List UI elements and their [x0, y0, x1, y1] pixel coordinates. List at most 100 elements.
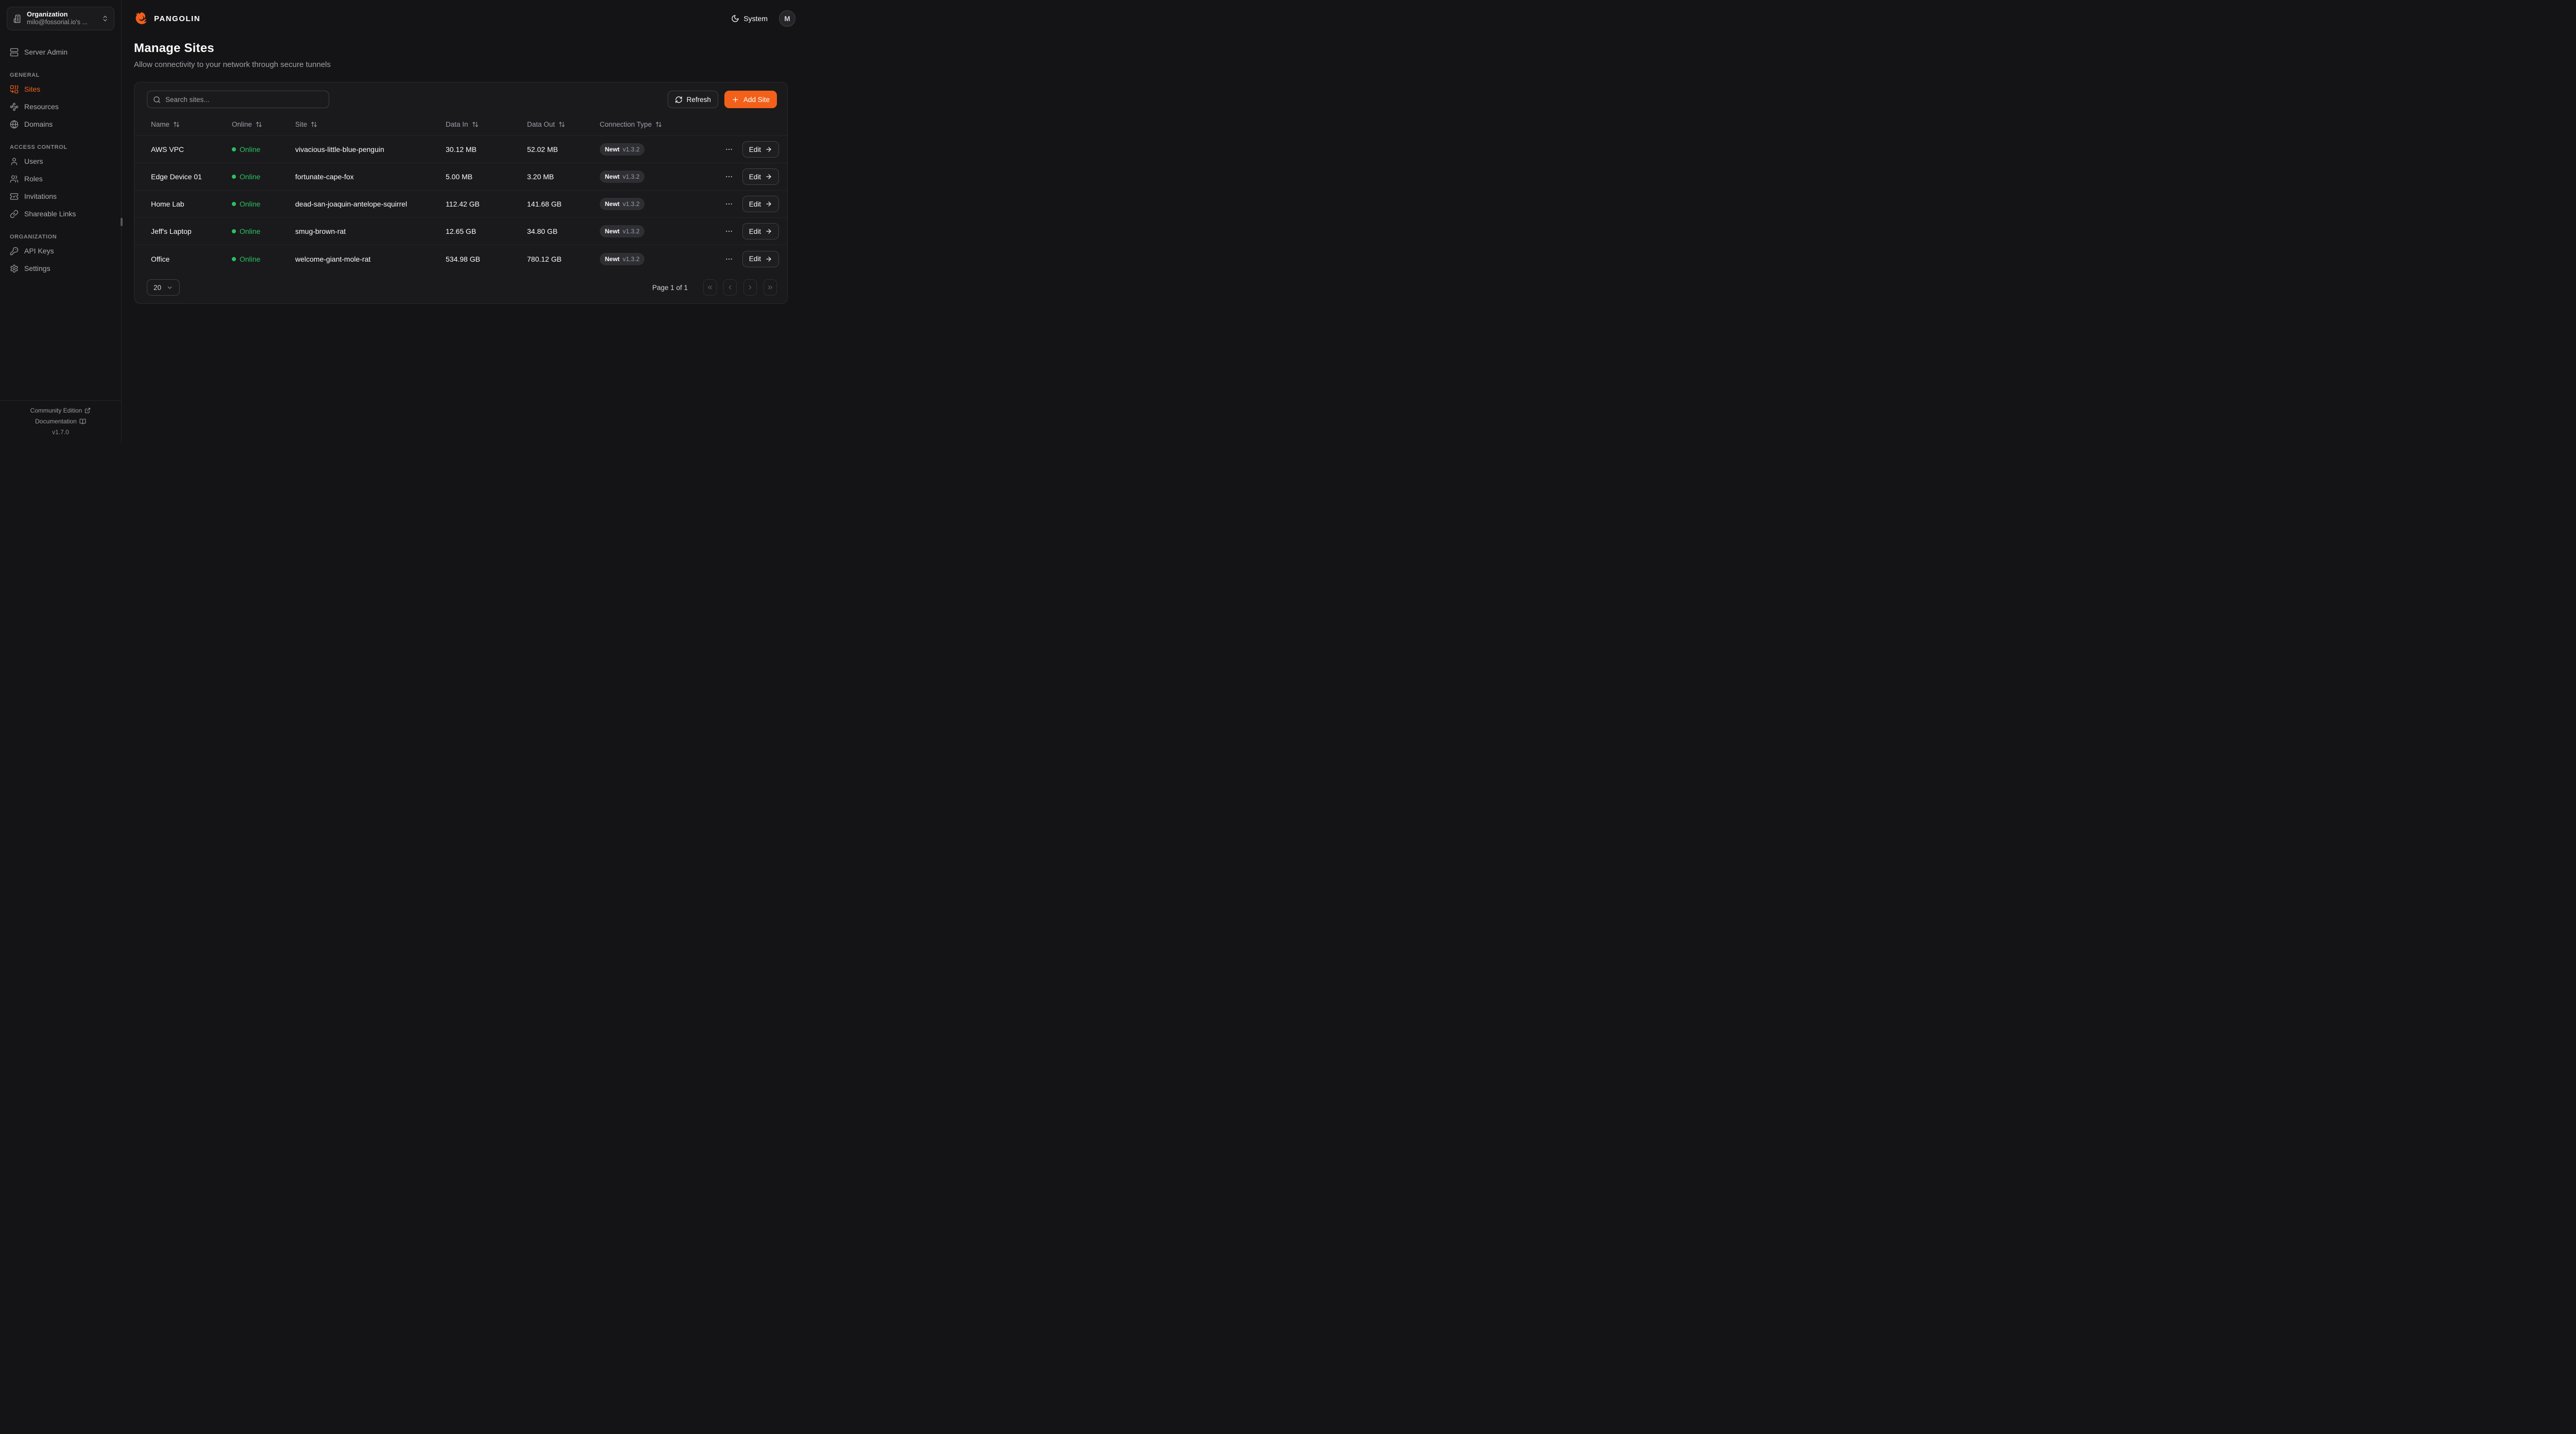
ellipsis-icon	[725, 200, 733, 208]
data-out-value: 52.02 MB	[527, 145, 558, 153]
column-header-label: Data Out	[527, 121, 555, 128]
sidebar-item-label: Sites	[24, 85, 41, 93]
user-avatar[interactable]: M	[779, 10, 795, 27]
arrow-right-icon	[765, 173, 772, 180]
sidebar-item-label: Roles	[24, 175, 43, 183]
page-size-select[interactable]: 20	[147, 279, 180, 296]
online-status-label: Online	[240, 227, 261, 235]
plus-icon	[732, 96, 739, 104]
add-site-label: Add Site	[743, 95, 770, 104]
site-name: Office	[151, 254, 170, 263]
chevron-left-icon	[726, 284, 734, 291]
pager-chevron-right-button[interactable]	[743, 279, 757, 296]
sidebar-item-roles[interactable]: Roles	[7, 172, 114, 185]
data-in-value: 112.42 GB	[446, 200, 480, 208]
globe-icon	[10, 120, 19, 129]
arrow-right-icon	[765, 255, 772, 263]
documentation-link[interactable]: Documentation	[35, 418, 86, 425]
pager-chevron-left-button[interactable]	[723, 279, 737, 296]
sidebar-item-label: Invitations	[24, 192, 57, 200]
connection-version: v1.3.2	[622, 200, 640, 208]
online-status-label: Online	[240, 173, 261, 181]
connection-name: Newt	[605, 173, 620, 180]
page-info: Page 1 of 1	[652, 283, 688, 292]
chevron-down-icon	[166, 284, 173, 291]
edit-site-button[interactable]: Edit	[742, 196, 779, 212]
sidebar-item-invitations[interactable]: Invitations	[7, 190, 114, 203]
sidebar-item-settings[interactable]: Settings	[7, 262, 114, 275]
site-row: Home Lab Online dead-san-joaquin-antelope-…	[134, 191, 787, 218]
sort-icon	[558, 121, 565, 128]
connection-type-badge: Newt v1.3.2	[600, 170, 645, 183]
sidebar-item-label: Users	[24, 157, 43, 165]
row-menu-button[interactable]	[725, 173, 733, 181]
ellipsis-icon	[725, 173, 733, 181]
pangolin-logo: PANGOLIN	[134, 11, 200, 27]
site-slug: vivacious-little-blue-penguin	[295, 145, 384, 153]
sidebar-item-resources[interactable]: Resources	[7, 100, 114, 113]
column-header-site[interactable]: Site	[287, 121, 437, 128]
online-status: Online	[232, 200, 287, 208]
edit-label: Edit	[749, 227, 761, 235]
sidebar-item-users[interactable]: Users	[7, 155, 114, 168]
chevrons-up-down-icon	[101, 15, 109, 22]
sites-table: Name Online Site Data In Data Out Connection …	[134, 113, 787, 272]
add-site-button[interactable]: Add Site	[724, 91, 777, 108]
theme-toggle[interactable]: System	[731, 14, 768, 23]
row-menu-button[interactable]	[725, 227, 733, 235]
invitation-icon	[10, 192, 19, 201]
org-selector[interactable]: Organization milo@fossorial.io's ...	[7, 7, 114, 30]
column-header-data-out[interactable]: Data Out	[519, 121, 591, 128]
row-menu-button[interactable]	[725, 255, 733, 263]
connection-version: v1.3.2	[622, 255, 640, 263]
column-header-name[interactable]: Name	[143, 121, 224, 128]
data-in-value: 30.12 MB	[446, 145, 477, 153]
pager-chevrons-right-button[interactable]	[764, 279, 777, 296]
online-status: Online	[232, 255, 287, 263]
sort-icon	[173, 121, 180, 128]
refresh-button[interactable]: Refresh	[667, 91, 718, 108]
documentation-label: Documentation	[35, 418, 77, 425]
data-in-value: 534.98 GB	[446, 254, 480, 263]
community-edition-label: Community Edition	[30, 407, 82, 414]
avatar-initial: M	[784, 14, 790, 23]
sidebar-item-api-keys[interactable]: API Keys	[7, 244, 114, 258]
sidebar-item-sites[interactable]: Sites	[7, 82, 114, 96]
refresh-icon	[675, 96, 683, 104]
sites-card: Refresh Add Site Name Online Site Data In Da…	[134, 82, 788, 304]
column-header-connection-type[interactable]: Connection Type	[591, 121, 720, 128]
table-footer: 20 Page 1 of 1	[134, 272, 787, 303]
gear-icon	[10, 264, 19, 273]
edit-site-button[interactable]: Edit	[742, 250, 779, 267]
column-header-data-in[interactable]: Data In	[437, 121, 519, 128]
edit-site-button[interactable]: Edit	[742, 168, 779, 185]
edit-site-button[interactable]: Edit	[742, 223, 779, 240]
page-content: Manage Sites Allow connectivity to your …	[122, 37, 808, 304]
sidebar-item-server-admin[interactable]: Server Admin	[7, 45, 114, 59]
sidebar-resize-handle[interactable]	[121, 218, 123, 226]
community-edition-link[interactable]: Community Edition	[30, 407, 91, 414]
column-header-online[interactable]: Online	[224, 121, 287, 128]
connection-name: Newt	[605, 200, 620, 208]
sidebar-section-label: ORGANIZATION	[10, 234, 57, 240]
sidebar-item-domains[interactable]: Domains	[7, 117, 114, 131]
pager-chevrons-left-button[interactable]	[703, 279, 717, 296]
building-icon	[13, 14, 22, 23]
site-row: Office Online welcome-giant-mole-rat 534.98…	[134, 245, 787, 272]
data-in-value: 12.65 GB	[446, 227, 477, 235]
edit-site-button[interactable]: Edit	[742, 141, 779, 158]
table-header-row: Name Online Site Data In Data Out Connection …	[134, 113, 787, 136]
row-menu-button[interactable]	[725, 145, 733, 153]
search-input[interactable]	[165, 95, 323, 104]
connection-name: Newt	[605, 228, 620, 235]
row-menu-button[interactable]	[725, 200, 733, 208]
app-version: v1.7.0	[52, 429, 69, 436]
online-dot-icon	[232, 257, 236, 261]
online-status: Online	[232, 145, 287, 153]
page-size-value: 20	[154, 283, 162, 292]
pangolin-logo-icon	[134, 11, 150, 27]
connection-type-badge: Newt v1.3.2	[600, 252, 645, 265]
sidebar-item-shareable-links[interactable]: Shareable Links	[7, 207, 114, 220]
sidebar-section-label: ACCESS CONTROL	[10, 144, 67, 150]
chevrons-right-icon	[767, 284, 774, 291]
